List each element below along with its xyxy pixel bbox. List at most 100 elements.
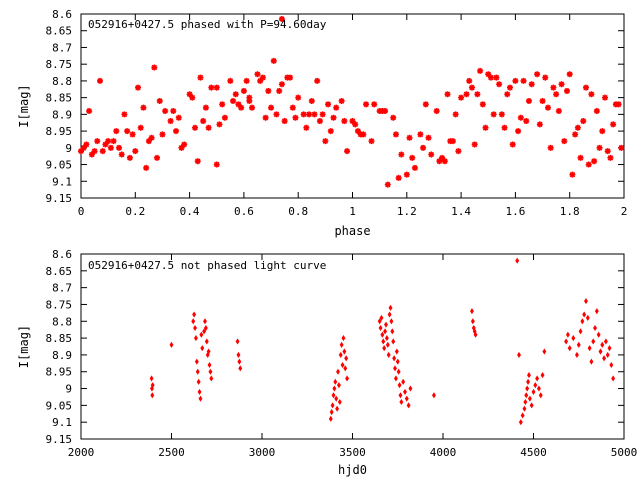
data-point	[278, 16, 285, 23]
data-point	[334, 395, 339, 402]
x-tick-label: 0.2	[125, 205, 145, 218]
data-point	[278, 81, 285, 88]
data-point	[558, 81, 565, 88]
data-point	[520, 412, 525, 419]
data-point	[582, 311, 587, 318]
data-point	[406, 402, 411, 409]
data-point	[230, 97, 237, 104]
data-point	[216, 121, 223, 128]
data-point	[145, 138, 152, 145]
data-point	[524, 392, 529, 399]
data-point	[377, 318, 382, 325]
data-point	[485, 71, 492, 78]
data-point	[565, 331, 570, 338]
data-point	[542, 348, 547, 355]
data-point	[337, 398, 342, 406]
data-point	[338, 97, 345, 104]
data-point	[420, 144, 427, 151]
data-point	[610, 121, 617, 128]
data-point	[444, 91, 451, 98]
data-point	[80, 144, 87, 151]
data-point	[181, 141, 188, 148]
data-point	[149, 375, 154, 382]
data-point	[431, 392, 436, 399]
x-tick-label: 1.6	[505, 205, 525, 218]
y-tick-label: 9.15	[46, 192, 73, 205]
data-point	[403, 388, 407, 395]
data-point	[154, 154, 161, 161]
data-point	[527, 395, 532, 402]
x-tick-label: 0.8	[288, 205, 308, 218]
y-tick-label: 8.75	[46, 58, 73, 71]
data-point	[150, 382, 155, 389]
data-point	[527, 372, 531, 379]
data-point	[571, 335, 576, 342]
y-tick-label: 9.05	[46, 399, 73, 412]
data-point	[533, 382, 538, 389]
data-point	[531, 388, 536, 395]
data-point	[213, 161, 220, 168]
data-point	[493, 74, 500, 81]
data-point	[611, 375, 616, 382]
data-point	[399, 398, 404, 406]
phased-light-curve-plot: 0 0.2 0.4 0.6 0.8 1 1.2 1.4 1.6 1.8 2 8.6 8.65 8.7 8.7…	[17, 8, 627, 238]
data-point	[392, 355, 397, 362]
data-point	[344, 355, 349, 362]
data-point	[292, 114, 299, 121]
data-point	[235, 101, 242, 108]
data-point	[126, 154, 133, 161]
data-point	[408, 385, 413, 392]
data-point	[203, 318, 207, 325]
data-point	[390, 114, 397, 121]
data-point	[94, 138, 101, 145]
data-point	[379, 108, 386, 115]
data-point	[498, 111, 505, 118]
data-point	[276, 87, 283, 94]
data-point	[129, 131, 136, 138]
data-point	[336, 368, 340, 375]
data-point	[576, 341, 581, 348]
data-point	[281, 118, 288, 125]
data-point	[193, 335, 198, 342]
data-point	[397, 382, 402, 389]
data-point	[319, 111, 326, 118]
data-point	[433, 108, 440, 115]
data-point	[523, 398, 528, 406]
x-tick-label: 0.4	[180, 205, 200, 218]
data-point	[328, 415, 333, 422]
data-point	[243, 77, 250, 84]
data-point	[383, 328, 388, 335]
data-point	[273, 111, 280, 118]
y-tick-label: 8.75	[46, 298, 73, 311]
data-point	[192, 311, 197, 318]
data-point	[338, 351, 343, 358]
data-point	[246, 97, 253, 104]
data-point	[143, 164, 150, 171]
data-point	[601, 94, 608, 101]
data-point	[490, 111, 497, 118]
data-point	[593, 108, 600, 115]
data-point	[340, 361, 345, 369]
data-point	[403, 171, 410, 178]
data-point	[572, 131, 579, 138]
data-point	[395, 174, 402, 181]
data-point	[175, 114, 182, 121]
data-point	[148, 134, 155, 141]
x-tick-label: 4000	[430, 446, 457, 459]
data-point	[331, 392, 336, 399]
data-point	[569, 171, 576, 178]
y-tick-label: 9.05	[46, 159, 73, 172]
data-point	[198, 395, 203, 402]
x-tick-label: 2000	[68, 446, 95, 459]
data-point	[449, 138, 456, 145]
data-point	[249, 104, 256, 111]
data-point	[422, 101, 429, 108]
data-point	[384, 321, 388, 328]
data-point	[191, 318, 196, 325]
data-point	[78, 148, 84, 155]
data-point	[529, 402, 534, 409]
data-point	[389, 318, 394, 325]
data-point	[615, 101, 622, 108]
data-point	[341, 118, 348, 125]
data-point	[574, 124, 581, 131]
